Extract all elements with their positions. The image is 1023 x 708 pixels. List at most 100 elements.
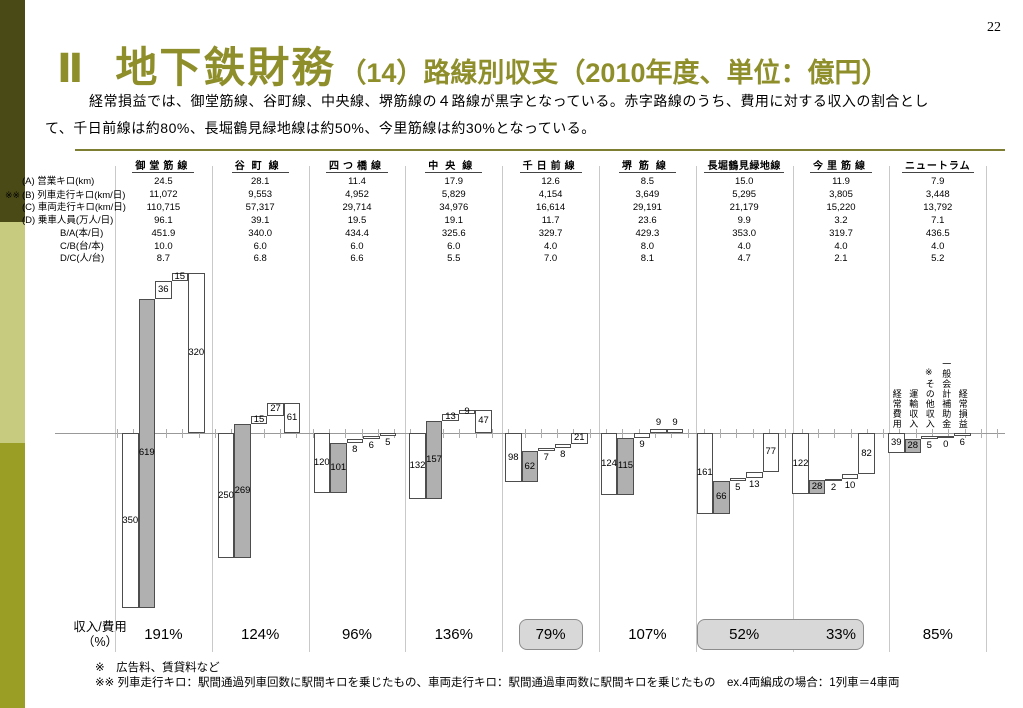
table-cell: 11.4: [348, 176, 366, 187]
table-cell: 11,072: [149, 188, 178, 200]
column-separator: [792, 166, 794, 652]
chart-bar-千日前線-4: [571, 433, 588, 444]
series-label-2: ※その他収入: [924, 368, 935, 429]
chart-bar-ニュートラム-1: [904, 438, 921, 453]
axis-tick: [671, 429, 673, 438]
chart-bar-label: 9: [655, 416, 662, 428]
table-cell: 4.0: [834, 240, 848, 252]
table-cell: 4,952: [345, 188, 369, 200]
table-cell: 5,829: [441, 188, 466, 200]
table-cell: 329.7: [538, 227, 563, 239]
chart-bar-長堀鶴見緑地線-4: [762, 433, 779, 472]
table-cell: 11.9: [832, 176, 850, 187]
chart-bar-長堀鶴見緑地線-0: [696, 433, 713, 514]
axis-tick: [475, 429, 477, 438]
series-label-1: 運輸収入: [908, 389, 919, 429]
line-header-4: 千日前線: [502, 160, 599, 173]
ratio-value-8: 85%: [922, 626, 953, 643]
chart-bar-label: 161: [696, 467, 713, 479]
chart-bar-四つ橋線-3: [363, 435, 380, 439]
chart-bar-label: 9: [464, 405, 470, 417]
table-cell: 19.1: [444, 214, 464, 226]
chart-bar-中央線-2: [442, 414, 459, 421]
axis-tick: [182, 429, 184, 438]
axis-tick: [345, 429, 347, 438]
column-separator: [308, 166, 310, 652]
chart-bar-label: 15: [174, 270, 186, 282]
chart-bar-label: 27: [270, 403, 281, 415]
chart-bar-今里筋線-4: [858, 433, 875, 474]
chart-bar-千日前線-2: [538, 447, 555, 451]
table-cell: 34,976: [439, 201, 469, 213]
chart-bar-ニュートラム-3: [937, 436, 954, 438]
chart-bar-中央線-0: [409, 433, 426, 499]
axis-tick: [540, 429, 542, 438]
chart-bar-谷町線-0: [217, 433, 235, 558]
chart-bar-label: 15: [253, 413, 265, 425]
chart-bar-堺筋線-0: [600, 433, 618, 495]
column-separator: [889, 166, 891, 652]
chart-bar-label: 250: [218, 489, 234, 501]
ratio-highlight-box: [518, 619, 583, 650]
ratio-value-5: 107%: [628, 626, 667, 643]
series-label-4: 経常損益: [957, 389, 968, 429]
column-separator: [695, 166, 697, 652]
table-cell: 29,714: [342, 201, 372, 213]
axis-tick: [980, 429, 982, 438]
table-cell: 110,715: [146, 201, 181, 213]
sidebar-accent-top: [0, 0, 25, 222]
line-header-3: 中央線: [405, 160, 502, 173]
chart-bar-label: 62: [524, 460, 536, 472]
footnote-2: ※※ 列車走行キロ：駅間通過列車回数に駅間キロを乗じたもの、車両走行キロ：駅間通…: [95, 677, 900, 689]
table-cell: 9,553: [248, 188, 273, 200]
sidebar-accent-middle: [0, 222, 25, 443]
chart-bar-中央線-1: [425, 420, 443, 499]
chart-bar-label: 120: [313, 457, 330, 468]
chart-bar-今里筋線-0: [792, 433, 809, 494]
chart-bar-ニュートラム-0: [888, 433, 905, 453]
row-note-mark: ※※: [5, 189, 21, 200]
chart-axis: [55, 433, 1005, 434]
table-cell: 2.1: [834, 253, 848, 265]
chart-bar-谷町線-3: [267, 402, 284, 416]
axis-tick: [850, 429, 852, 438]
ratio-value-3: 136%: [434, 626, 473, 643]
table-cell: 11.7: [541, 214, 560, 226]
column-separator: [115, 166, 116, 652]
axis-tick: [997, 429, 999, 438]
axis-tick: [491, 429, 493, 438]
table-cell: 96.1: [154, 214, 173, 226]
table-cell: 4.0: [931, 240, 945, 252]
chart-bar-四つ橋線-1: [330, 442, 347, 493]
axis-tick: [915, 429, 917, 438]
table-cell: 4.0: [737, 240, 751, 252]
table-cell: 3.2: [834, 214, 848, 226]
axis-tick: [752, 429, 754, 438]
chart-bar-今里筋線-1: [808, 480, 826, 494]
axis-tick: [280, 429, 281, 438]
chart-bar-label: 124: [601, 458, 617, 469]
chart-bar-label: 5: [735, 481, 741, 493]
chart-bar-label: 8: [560, 448, 566, 460]
chart-bar-label: 320: [188, 347, 205, 358]
axis-tick: [557, 429, 559, 438]
chart-bar-四つ橋線-2: [346, 438, 363, 443]
table-cell: 39.1: [250, 214, 270, 226]
column-separator: [599, 166, 600, 652]
chart-bar-谷町線-2: [250, 416, 268, 424]
axis-tick: [883, 429, 885, 438]
table-cell: 325.6: [441, 227, 466, 239]
table-cell: 15,220: [826, 201, 856, 213]
axis-tick: [443, 429, 444, 438]
table-cell: 319.7: [829, 227, 853, 239]
axis-tick: [459, 429, 461, 438]
table-cell: 6.6: [350, 253, 364, 265]
table-cell: 429.3: [635, 227, 660, 239]
table-cell: 340.0: [248, 227, 273, 239]
chart-bar-label: 28: [811, 481, 823, 492]
chart-bar-label: 132: [409, 460, 426, 471]
intro-text-line2: て、千日前線は約80%、長堀鶴見緑地線は約50%、今里筋線は約30%となっている…: [45, 120, 596, 136]
chart-bar-長堀鶴見緑地線-1: [713, 480, 730, 514]
ratio-value-4: 79%: [535, 626, 566, 643]
